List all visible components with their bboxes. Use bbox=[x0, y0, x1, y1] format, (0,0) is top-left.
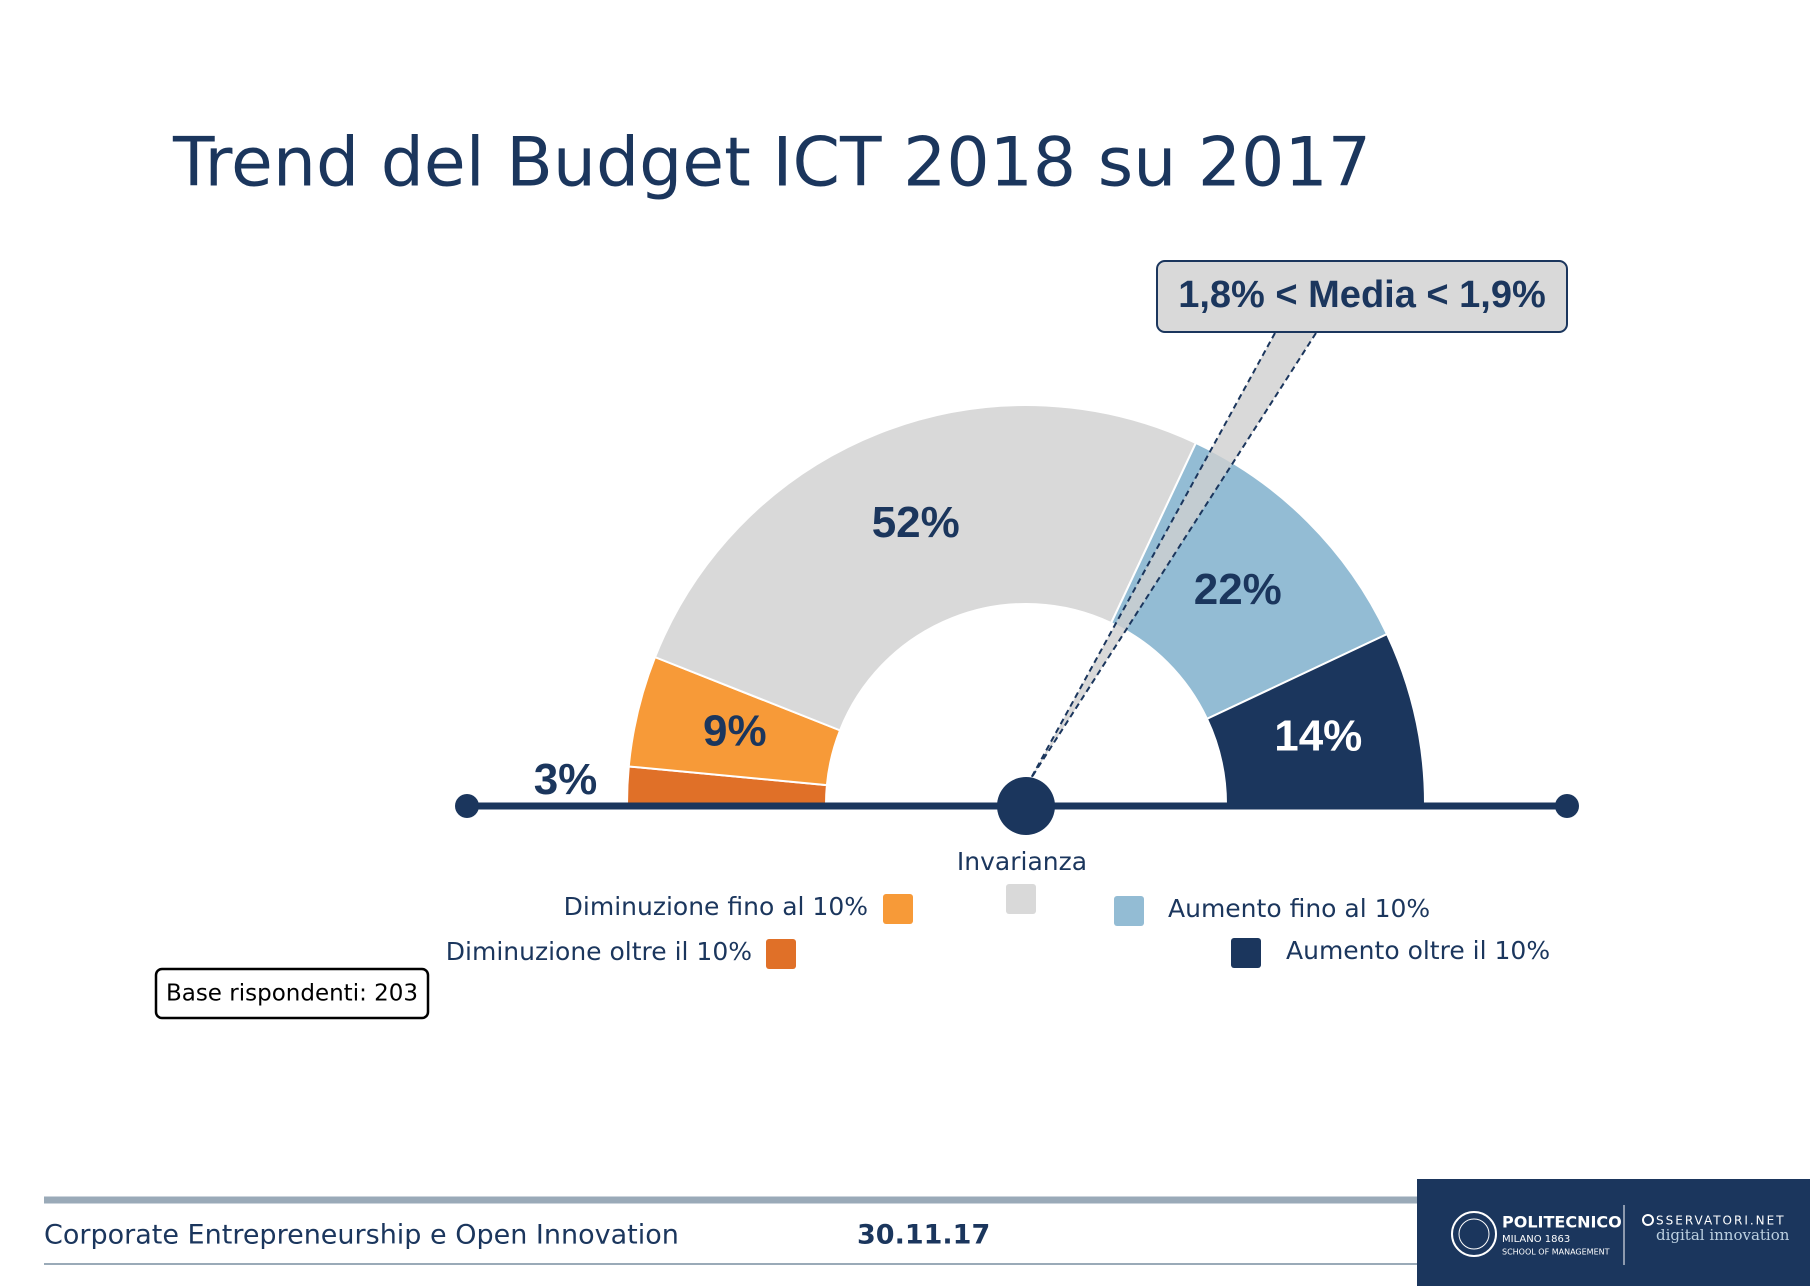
legend-label: Diminuzione fino al 10% bbox=[564, 892, 868, 921]
logo-brand: SSERVATORI.NET bbox=[1656, 1214, 1786, 1228]
note-box bbox=[154, 967, 430, 1020]
footer-date: 30.11.17 bbox=[857, 1220, 990, 1251]
callout-box bbox=[1156, 260, 1568, 333]
legend-swatch bbox=[1231, 938, 1261, 968]
footer-text: Corporate Entrepreneurship e Open Innova… bbox=[44, 1220, 679, 1251]
legend-label: Diminuzione oltre il 10% bbox=[446, 937, 752, 966]
legend-swatch bbox=[766, 939, 796, 969]
callout-pointer-edge bbox=[1029, 332, 1317, 781]
center-dot bbox=[997, 777, 1055, 835]
logo-key bbox=[1642, 1214, 1654, 1226]
value-label: 9% bbox=[703, 707, 767, 756]
legend-label: Invarianza bbox=[957, 847, 1087, 876]
callout-text: 1,8% < Media < 1,9% bbox=[1178, 274, 1546, 316]
callout-pointer-edge bbox=[1029, 332, 1276, 781]
logo-city: MILANO 1863 bbox=[1502, 1234, 1570, 1245]
value-label: 14% bbox=[1274, 711, 1362, 760]
value-label: 52% bbox=[872, 498, 960, 547]
value-label: 22% bbox=[1194, 565, 1282, 614]
axis-end bbox=[455, 794, 479, 818]
logo-seal bbox=[1451, 1211, 1497, 1257]
value-label: 3% bbox=[534, 755, 598, 804]
logo-seal bbox=[1458, 1218, 1490, 1250]
logo-tagline: digital innovation bbox=[1656, 1226, 1790, 1244]
note: Base rispondenti: 203 bbox=[166, 981, 418, 1007]
chart-title: Trend del Budget ICT 2018 su 2017 bbox=[172, 124, 1371, 203]
logo-name: POLITECNICO bbox=[1502, 1213, 1622, 1232]
legend: Diminuzione oltre il 10% Diminuzione fino… bbox=[446, 847, 1550, 969]
gauge: 3% 9% 52% 22% 14% bbox=[534, 404, 1427, 805]
legend-swatch bbox=[1114, 896, 1144, 926]
legend-label: Aumento fino al 10% bbox=[1168, 894, 1430, 923]
legend-swatch bbox=[883, 894, 913, 924]
gauge-segment bbox=[653, 404, 1198, 732]
legend-swatch bbox=[1006, 884, 1036, 914]
legend-label: Aumento oltre il 10% bbox=[1286, 936, 1550, 965]
axis-end bbox=[1555, 794, 1579, 818]
logo-school: SCHOOL OF MANAGEMENT bbox=[1502, 1248, 1610, 1257]
logo-block bbox=[1417, 1179, 1810, 1286]
